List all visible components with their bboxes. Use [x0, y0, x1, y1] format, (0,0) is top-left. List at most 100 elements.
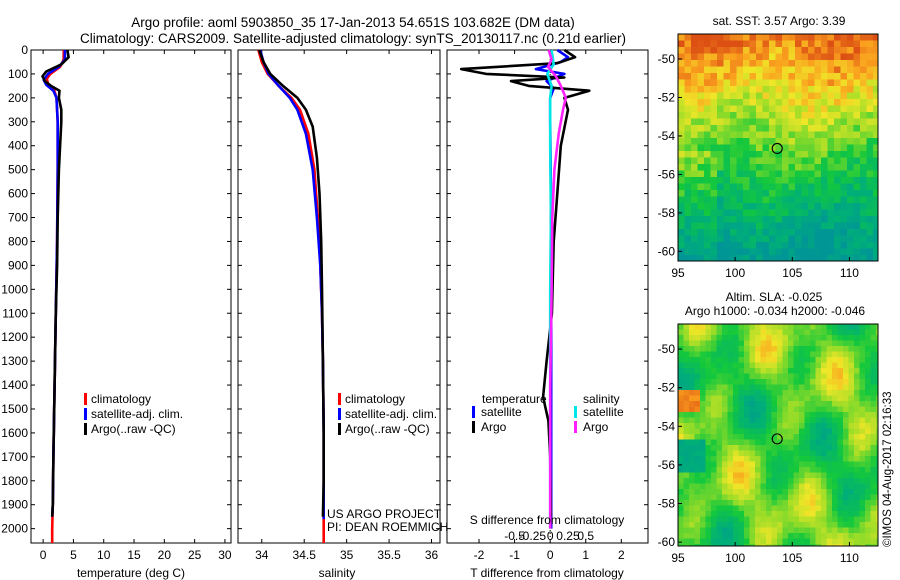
sla-heatmap-cells	[678, 324, 879, 547]
map-cell	[876, 390, 879, 396]
map-cell	[717, 209, 724, 217]
map-cell	[711, 544, 717, 547]
map-cell	[788, 131, 796, 139]
map-cell	[873, 190, 879, 197]
map-cell	[691, 248, 698, 256]
salinity-axes-frame	[237, 49, 441, 544]
map-cell	[722, 544, 728, 547]
map-cell	[705, 450, 712, 457]
map-cell	[704, 138, 711, 145]
map-cell	[684, 34, 692, 41]
map-cell	[814, 170, 822, 178]
map-cell	[782, 157, 789, 165]
map-cell	[744, 324, 750, 330]
map-cell	[678, 467, 684, 473]
map-cell	[717, 92, 724, 100]
map-cell	[853, 131, 861, 139]
map-cell	[775, 235, 783, 243]
map-cell	[775, 255, 783, 262]
map-cell	[810, 412, 816, 418]
map-cell	[843, 494, 849, 501]
map-cell	[821, 544, 827, 547]
map-cell	[736, 47, 744, 54]
map-cell	[799, 467, 805, 473]
map-cell	[840, 164, 848, 171]
map-cell	[799, 500, 805, 506]
map-cell	[723, 79, 731, 87]
map-cell	[684, 131, 692, 139]
map-cell	[710, 151, 718, 158]
map-cell	[697, 66, 705, 74]
map-cell	[744, 527, 750, 534]
map-cell	[876, 329, 879, 336]
map-cell	[711, 340, 717, 347]
map-cell	[777, 428, 783, 435]
map-cell	[749, 131, 757, 139]
map-cell	[853, 248, 861, 256]
map-cell	[722, 489, 728, 495]
map-cell	[749, 357, 756, 363]
map-cell	[821, 99, 828, 106]
map-cell	[810, 445, 816, 451]
map-cell	[788, 472, 794, 479]
map-cell	[722, 373, 728, 380]
map-cell	[870, 450, 877, 457]
map-cell	[733, 450, 739, 457]
map-cell	[743, 177, 750, 184]
map-cell	[684, 144, 692, 152]
map-cell	[810, 384, 816, 391]
map-cell	[760, 522, 767, 528]
map-cell	[738, 417, 745, 424]
map-cell	[848, 505, 855, 512]
map-cell	[827, 79, 835, 87]
map-cell	[775, 222, 783, 230]
map-cell	[775, 73, 783, 80]
map-cell	[738, 401, 745, 407]
map-cell	[793, 538, 800, 545]
map-cell	[873, 144, 879, 152]
map-cell	[832, 538, 838, 545]
map-cell	[799, 483, 805, 490]
map-cell	[733, 478, 739, 484]
map-cell	[782, 248, 789, 256]
map-cell	[705, 456, 712, 462]
map-cell	[848, 500, 855, 506]
map-cell	[810, 401, 816, 407]
x-tick-label: 36	[425, 548, 439, 562]
map-cell	[743, 53, 750, 61]
map-cell	[799, 335, 805, 341]
map-cell	[804, 417, 811, 424]
map-cell	[865, 406, 871, 413]
map-cell	[717, 203, 724, 210]
map-cell	[843, 335, 849, 341]
map-cell	[848, 456, 855, 462]
map-cell	[810, 522, 816, 528]
map-cell	[710, 131, 718, 139]
map-cell	[859, 489, 866, 495]
depth-tick-label: 400	[8, 139, 28, 153]
map-cell	[859, 401, 866, 407]
map-cell	[848, 467, 855, 473]
map-cell	[821, 66, 828, 74]
map-cell	[771, 494, 778, 501]
map-cell	[705, 340, 712, 347]
map-cell	[799, 395, 805, 402]
map-cell	[834, 196, 841, 204]
map-cell	[743, 183, 750, 191]
map-cell	[854, 538, 860, 545]
map-cell	[865, 384, 871, 391]
map-cell	[771, 406, 778, 413]
map-cell	[876, 516, 879, 523]
map-cell	[769, 151, 776, 158]
map-cell	[793, 533, 800, 539]
depth-tick-label: 500	[8, 163, 28, 177]
map-cell	[815, 428, 822, 435]
map-cell	[723, 73, 731, 80]
map-cell	[716, 401, 723, 407]
map-cell	[782, 494, 789, 501]
map-cell	[689, 500, 695, 506]
map-cell	[684, 151, 692, 158]
map-cell	[704, 209, 711, 217]
map-cell	[788, 209, 796, 217]
map-cell	[853, 235, 861, 243]
